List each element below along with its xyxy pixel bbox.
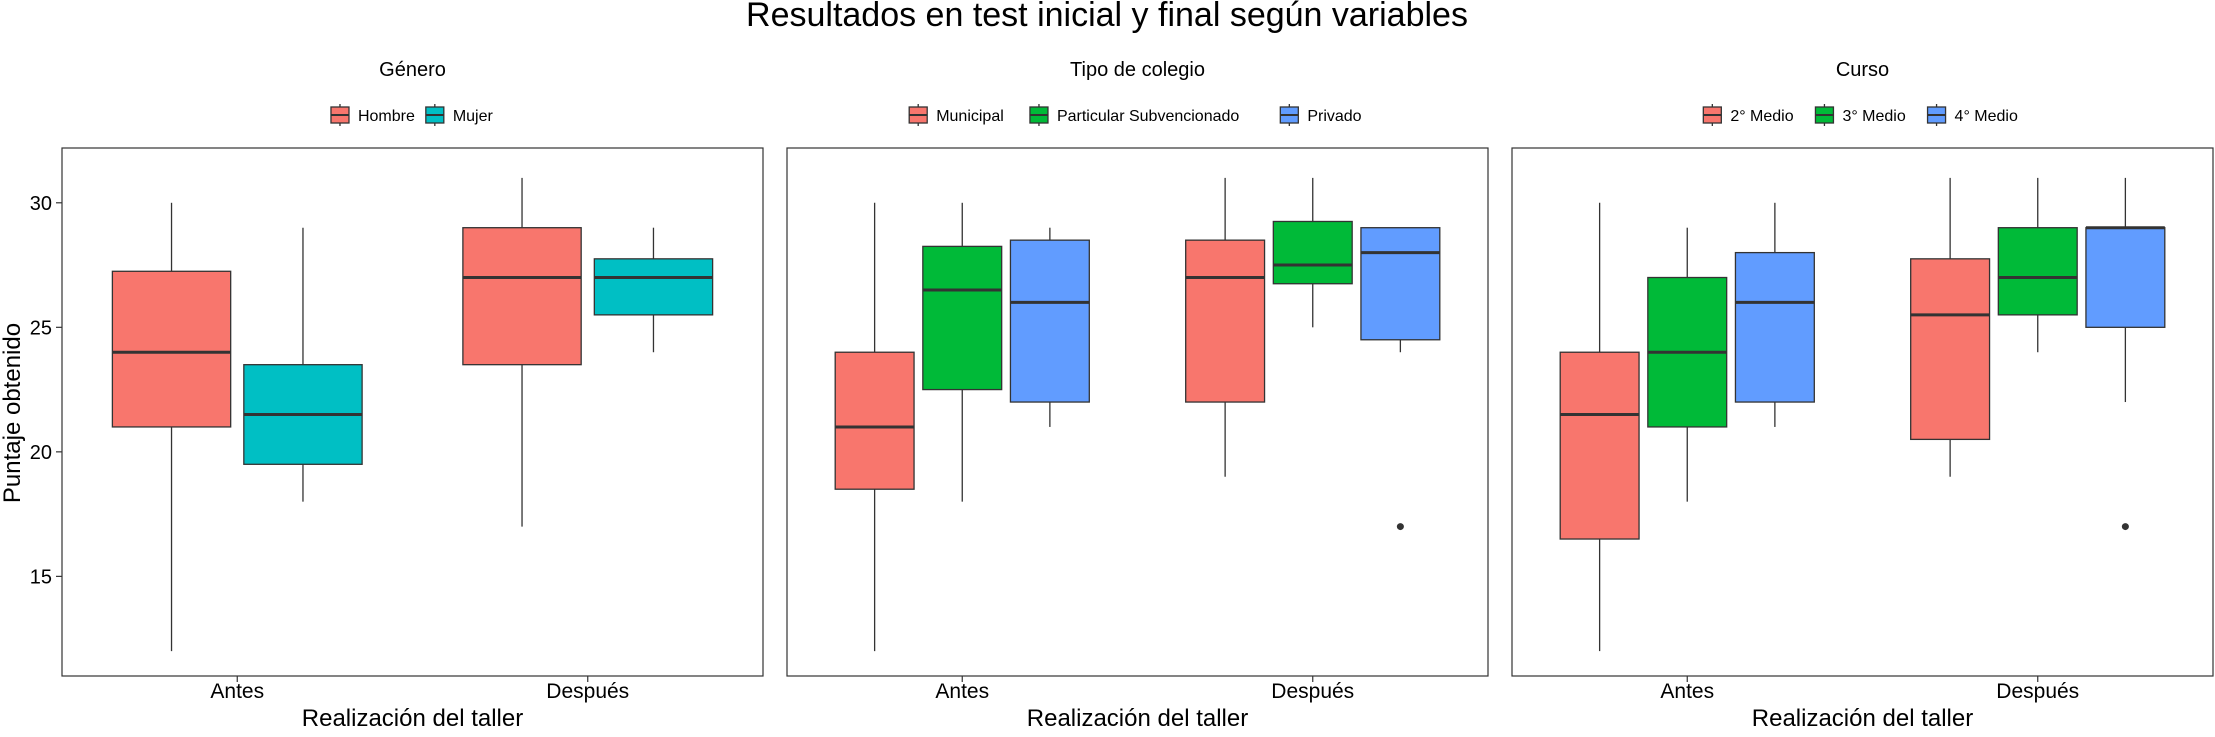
- panel-3: Curso 2° Medio 3° Medio 4° Medio Antes Despué…: [1511, 59, 2214, 732]
- box-body: [1360, 227, 1441, 341]
- box-body: [1272, 220, 1353, 285]
- box-outlier: [2121, 523, 2129, 531]
- box-1-0: [1910, 177, 1991, 477]
- panel-title: Curso: [1836, 59, 1889, 81]
- box-1-1: [1272, 177, 1353, 328]
- legend-label: Particular Subvencionado: [1057, 108, 1239, 125]
- legend-label: Privado: [1307, 108, 1361, 125]
- panel-1: Género Hombre Mujer 15 20 25 30 Antes Después Rea…: [30, 59, 764, 732]
- figure-title: Resultados en test inicial y final según…: [746, 0, 1468, 34]
- box-body: [462, 227, 582, 366]
- legend: Municipal Particular Subvencionado Privado: [908, 104, 1362, 126]
- legend-item: Particular Subvencionado: [1029, 104, 1239, 126]
- y-tick-label: 25: [30, 317, 52, 339]
- x-tick-label: Después: [546, 680, 629, 703]
- box-body: [1559, 351, 1640, 540]
- legend-item: 3° Medio: [1814, 104, 1906, 126]
- y-tick-label: 15: [30, 566, 52, 588]
- box-body: [1734, 251, 1815, 403]
- x-axis-label: Realización del taller: [302, 705, 523, 732]
- box-0-1: [922, 202, 1003, 502]
- x-tick-label: Antes: [935, 680, 989, 703]
- legend-label: Municipal: [936, 108, 1004, 125]
- box-1-1: [593, 227, 714, 353]
- y-axis-label: Puntaje obtenido: [0, 323, 26, 503]
- legend-item: 2° Medio: [1702, 104, 1794, 126]
- legend-item: 4° Medio: [1926, 104, 2018, 126]
- box-body: [1997, 227, 2078, 316]
- x-tick-label: Antes: [210, 680, 264, 703]
- legend-label: 4° Medio: [1955, 108, 2018, 125]
- box-body: [834, 351, 915, 490]
- box-body: [1910, 258, 1991, 441]
- box-1-0: [1185, 177, 1266, 477]
- legend: 2° Medio 3° Medio 4° Medio: [1702, 104, 2018, 126]
- box-body: [922, 245, 1003, 391]
- box-0-0: [111, 202, 232, 652]
- panel-2: Tipo de colegio Municipal Particular Subve…: [786, 59, 1489, 732]
- box-1-1: [1997, 177, 2078, 353]
- x-tick-label: Después: [1996, 680, 2079, 703]
- box-body: [1009, 239, 1090, 403]
- box-0-1: [1647, 227, 1728, 502]
- legend-item: Mujer: [425, 104, 494, 126]
- box-0-2: [1734, 202, 1815, 427]
- box-0-2: [1009, 227, 1090, 427]
- x-axis-label: Realización del taller: [1027, 705, 1248, 732]
- legend-label: Mujer: [453, 108, 494, 125]
- legend: Hombre Mujer: [330, 104, 494, 126]
- box-body: [111, 270, 232, 428]
- x-tick-label: Después: [1271, 680, 1354, 703]
- box-body: [1185, 239, 1266, 403]
- box-1-0: [462, 177, 582, 527]
- panel-title: Tipo de colegio: [1070, 59, 1205, 81]
- box-0-0: [1559, 202, 1640, 652]
- x-tick-label: Antes: [1660, 680, 1714, 703]
- box-outlier: [1396, 523, 1404, 531]
- legend-item: Hombre: [330, 104, 415, 126]
- box-1-2: [1360, 227, 1441, 531]
- legend-label: 2° Medio: [1730, 108, 1793, 125]
- legend-item: Municipal: [908, 104, 1004, 126]
- box-1-2: [2085, 177, 2166, 531]
- legend-label: Hombre: [358, 108, 415, 125]
- panel-title: Género: [379, 59, 446, 81]
- y-tick-label: 20: [30, 442, 52, 464]
- box-0-0: [834, 202, 915, 652]
- box-body: [593, 258, 714, 316]
- legend-label: 3° Medio: [1842, 108, 1905, 125]
- x-axis-label: Realización del taller: [1752, 705, 1973, 732]
- y-tick-label: 30: [30, 193, 52, 215]
- box-0-1: [243, 227, 363, 502]
- box-body: [2085, 227, 2166, 328]
- legend-item: Privado: [1279, 104, 1362, 126]
